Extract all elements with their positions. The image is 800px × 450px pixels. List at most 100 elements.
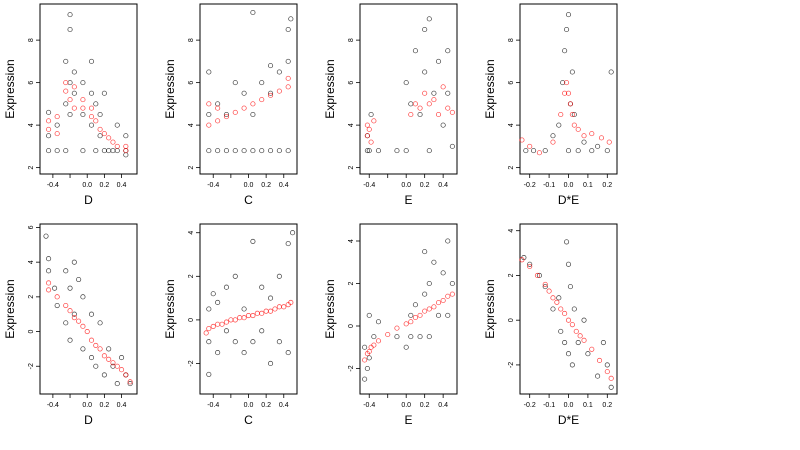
data-point bbox=[573, 328, 579, 334]
data-point bbox=[259, 328, 265, 334]
x-axis-label: D*E bbox=[558, 413, 579, 427]
x-tick-label: 0.2 bbox=[100, 182, 110, 189]
y-tick-label: 6 bbox=[28, 225, 35, 229]
series-black bbox=[43, 233, 133, 387]
data-point bbox=[259, 310, 265, 316]
y-tick-label: 6 bbox=[508, 81, 515, 85]
data-point bbox=[250, 238, 256, 244]
y-axis-label: Expression bbox=[483, 279, 497, 338]
data-point bbox=[569, 111, 575, 118]
data-point bbox=[88, 337, 95, 343]
data-point bbox=[362, 376, 368, 382]
series-red bbox=[203, 299, 294, 336]
data-point bbox=[276, 88, 282, 94]
data-point bbox=[206, 69, 212, 75]
data-point bbox=[206, 306, 212, 312]
data-point bbox=[285, 241, 291, 247]
data-point bbox=[542, 148, 548, 154]
y-tick-label: 8 bbox=[508, 38, 515, 42]
data-point bbox=[542, 284, 548, 290]
data-point bbox=[80, 97, 86, 103]
data-point bbox=[565, 261, 572, 267]
data-point bbox=[267, 295, 274, 301]
data-point bbox=[412, 48, 418, 54]
data-point bbox=[364, 148, 370, 154]
data-point bbox=[63, 101, 69, 107]
data-point bbox=[449, 109, 455, 115]
plot-frame bbox=[39, 3, 138, 175]
data-point bbox=[232, 109, 238, 115]
data-point bbox=[114, 381, 120, 387]
data-point bbox=[589, 148, 595, 154]
series-black bbox=[206, 230, 296, 377]
data-point bbox=[567, 101, 573, 107]
x-tick-label: -0.4 bbox=[363, 182, 375, 189]
data-point bbox=[589, 346, 595, 352]
data-point bbox=[408, 334, 414, 340]
data-point bbox=[608, 69, 614, 75]
data-point bbox=[259, 148, 265, 154]
data-point bbox=[565, 148, 572, 154]
series-red bbox=[206, 75, 291, 128]
data-point bbox=[527, 143, 533, 149]
data-point bbox=[80, 111, 86, 118]
data-point bbox=[110, 139, 116, 145]
y-tick-label: 8 bbox=[348, 38, 355, 42]
data-point bbox=[575, 126, 581, 132]
data-point bbox=[123, 133, 129, 139]
data-point bbox=[106, 148, 112, 154]
data-point bbox=[366, 126, 372, 132]
y-tick-label: 8 bbox=[188, 38, 195, 42]
data-point bbox=[123, 152, 129, 158]
data-point bbox=[556, 295, 562, 301]
plot-frame bbox=[359, 3, 458, 175]
data-point bbox=[228, 317, 234, 323]
data-point bbox=[106, 135, 112, 141]
data-point bbox=[127, 379, 133, 385]
data-point bbox=[267, 148, 274, 154]
data-point bbox=[46, 126, 52, 132]
data-point bbox=[110, 148, 116, 154]
plot-frame bbox=[199, 3, 298, 175]
data-point bbox=[412, 101, 418, 107]
x-tick-label: 0.2 bbox=[602, 182, 612, 189]
data-point bbox=[362, 344, 368, 350]
data-point bbox=[54, 122, 60, 128]
data-point bbox=[375, 338, 382, 344]
data-point bbox=[571, 111, 577, 118]
data-point bbox=[118, 367, 125, 373]
data-point bbox=[366, 148, 372, 154]
data-point bbox=[589, 131, 595, 137]
panel-3: -0.4 0.0 0.2 0.4 2 4 6 8 E Expression bbox=[323, 3, 458, 207]
data-point bbox=[362, 357, 368, 363]
data-point bbox=[206, 148, 212, 154]
y-tick-label: -2 bbox=[508, 362, 515, 368]
x-tick-label: 0.4 bbox=[117, 402, 127, 409]
data-point bbox=[88, 58, 95, 64]
data-point bbox=[608, 384, 614, 390]
data-point bbox=[71, 315, 77, 321]
data-point bbox=[366, 312, 372, 318]
data-point bbox=[223, 114, 230, 120]
data-point bbox=[118, 355, 125, 361]
data-point bbox=[110, 360, 116, 366]
data-point bbox=[114, 363, 120, 369]
data-point bbox=[67, 285, 73, 291]
data-point bbox=[435, 58, 442, 64]
data-point bbox=[127, 381, 133, 387]
panel-6: -0.4 0.0 0.2 0.4 -2 0 2 4 C Expression bbox=[163, 223, 298, 427]
data-point bbox=[364, 365, 370, 372]
data-point bbox=[76, 318, 82, 324]
data-point bbox=[67, 111, 73, 118]
data-point bbox=[403, 148, 409, 154]
data-point bbox=[67, 308, 73, 314]
data-point bbox=[215, 321, 221, 327]
x-tick-label: -0.4 bbox=[207, 402, 219, 409]
data-point bbox=[245, 312, 252, 319]
data-point bbox=[567, 284, 573, 290]
data-point bbox=[422, 26, 428, 33]
x-tick-label: 0.2 bbox=[261, 402, 271, 409]
y-axis-label: Expression bbox=[163, 59, 177, 118]
x-tick-label: 0.1 bbox=[583, 182, 593, 189]
